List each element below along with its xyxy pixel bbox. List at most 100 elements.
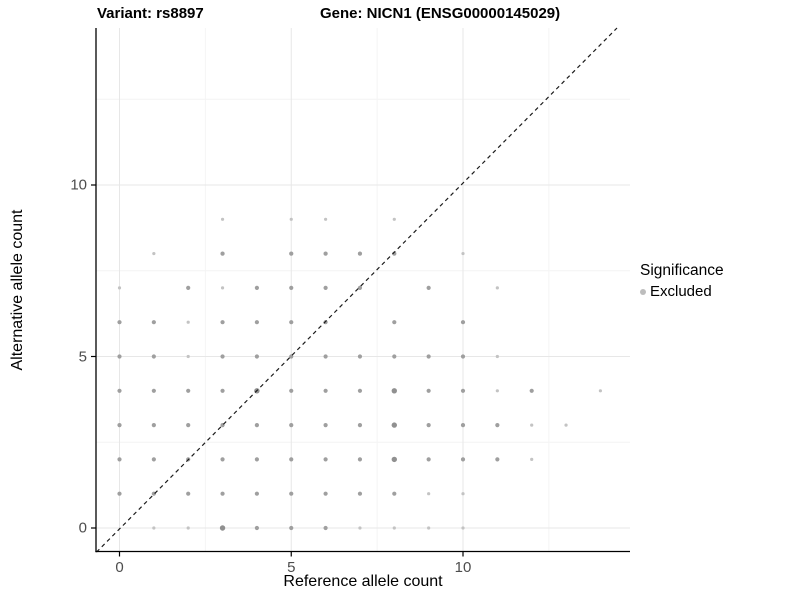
data-point xyxy=(117,388,122,393)
data-point xyxy=(357,354,363,359)
data-point xyxy=(151,388,156,393)
legend-item-label: Excluded xyxy=(650,283,712,300)
data-point xyxy=(186,423,191,428)
data-point xyxy=(529,388,534,393)
data-point xyxy=(220,491,225,496)
data-point xyxy=(152,526,156,530)
data-point xyxy=(152,252,156,256)
data-point xyxy=(254,320,259,325)
data-point xyxy=(117,491,122,496)
x-tick-label: 5 xyxy=(287,558,296,576)
data-point xyxy=(117,423,122,428)
data-point xyxy=(220,286,225,290)
data-point xyxy=(186,491,191,496)
data-point xyxy=(323,251,328,256)
data-point xyxy=(186,354,190,359)
data-point xyxy=(117,320,122,325)
data-point xyxy=(392,217,396,221)
data-point xyxy=(220,457,225,462)
x-tick-label: 10 xyxy=(454,558,472,576)
data-point xyxy=(151,354,156,359)
data-point xyxy=(495,354,499,359)
identity-line xyxy=(96,27,618,553)
data-point xyxy=(323,525,328,531)
data-point xyxy=(530,457,534,461)
x-axis-title: Reference allele count xyxy=(283,573,443,590)
data-point xyxy=(564,423,568,427)
data-point xyxy=(117,457,122,462)
data-point xyxy=(357,285,363,290)
y-tick-label: 10 xyxy=(70,176,87,194)
data-point xyxy=(358,526,362,530)
data-point xyxy=(289,217,293,221)
legend-title: Significance xyxy=(640,262,724,279)
data-point xyxy=(151,457,156,462)
data-point xyxy=(220,217,225,221)
data-point xyxy=(460,354,466,359)
data-point xyxy=(461,526,465,530)
data-point xyxy=(186,388,191,393)
data-point xyxy=(151,320,156,325)
data-point xyxy=(220,251,225,256)
data-point xyxy=(254,423,259,428)
data-point xyxy=(324,217,328,221)
data-point xyxy=(426,285,431,290)
legend: Significance Excluded xyxy=(636,262,796,300)
data-point xyxy=(289,285,294,290)
data-point xyxy=(323,457,328,462)
data-point xyxy=(357,457,363,462)
excluded-point-icon xyxy=(640,288,646,295)
y-tick-label: 5 xyxy=(78,348,87,365)
data-point xyxy=(323,388,328,393)
data-point xyxy=(151,423,156,428)
variant-title: Variant: rs8897 xyxy=(97,5,204,22)
data-point xyxy=(186,320,190,324)
y-axis-title: Alternative allele count xyxy=(9,209,26,371)
data-point xyxy=(530,423,534,427)
data-point xyxy=(117,286,122,290)
data-point xyxy=(495,457,500,462)
data-point xyxy=(254,491,259,496)
data-point xyxy=(392,526,396,530)
data-point xyxy=(357,423,363,428)
data-point xyxy=(460,457,466,462)
data-point xyxy=(289,491,294,496)
data-point xyxy=(460,320,466,325)
data-point xyxy=(289,251,294,256)
data-point xyxy=(254,525,259,531)
data-point xyxy=(427,526,431,530)
data-point xyxy=(323,423,328,428)
data-point xyxy=(460,388,466,393)
data-point xyxy=(391,456,397,463)
data-point xyxy=(289,525,294,531)
data-point xyxy=(254,457,259,462)
data-point xyxy=(426,423,431,428)
data-point xyxy=(220,354,225,359)
gene-title: Gene: NICN1 (ENSG00000145029) xyxy=(320,5,561,22)
data-point xyxy=(289,320,294,325)
data-point xyxy=(186,285,191,290)
data-point xyxy=(391,422,397,428)
data-point xyxy=(427,492,431,496)
data-point xyxy=(323,285,328,290)
data-point xyxy=(186,526,190,530)
data-point xyxy=(289,388,294,393)
data-point xyxy=(495,286,499,290)
x-tick-label: 0 xyxy=(115,558,124,576)
legend-item-excluded: Excluded xyxy=(640,283,796,300)
data-point xyxy=(460,423,466,428)
data-point xyxy=(357,491,363,496)
data-point xyxy=(598,389,603,393)
data-point xyxy=(289,457,294,462)
data-point xyxy=(289,423,294,428)
data-point xyxy=(426,457,431,462)
data-point xyxy=(323,354,328,359)
data-point xyxy=(391,388,397,394)
data-point xyxy=(323,491,328,496)
data-point xyxy=(392,320,397,325)
data-point xyxy=(357,388,363,393)
data-point xyxy=(220,320,225,325)
data-point xyxy=(495,389,499,393)
